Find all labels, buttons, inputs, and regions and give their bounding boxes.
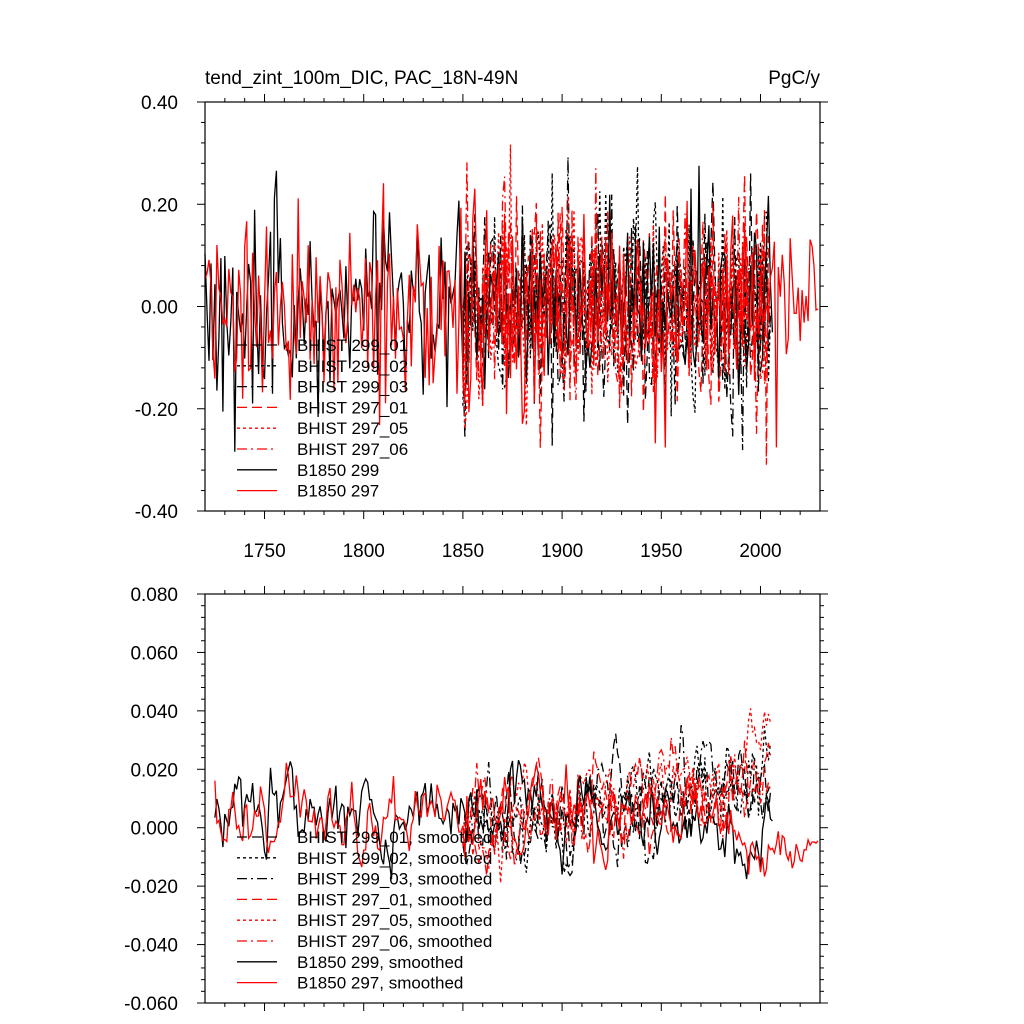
series-line-bhist-297-06-smoothed (462, 737, 772, 867)
series-line-b1850-297-smoothed (214, 762, 819, 877)
legend-label: BHIST 297_05 (297, 419, 408, 438)
bottom-chart-panel: -0.060 -0.040 -0.020 0.000 0.020 0.040 0.060 0.… (124, 585, 828, 1015)
y-tick-label: 0.060 (130, 643, 178, 664)
top-chart-units: PgC/y (768, 68, 820, 89)
legend-label: BHIST 297_06 (297, 440, 408, 459)
x-tick-label: 1950 (640, 541, 682, 562)
y-tick-label: 0.20 (141, 195, 178, 216)
legend-label: BHIST 297_06, smoothed (297, 932, 492, 951)
top-axes: 1750 1800 1850 1900 1950 2000 -0.40 -0.20 0.00 0.… (135, 93, 828, 562)
y-tick-label: 0.00 (141, 298, 178, 319)
y-tick-label: -0.020 (124, 877, 178, 898)
series-line-bhist-299-01-smoothed (462, 733, 772, 877)
x-tick-label: 1850 (442, 541, 484, 562)
y-tick-label: 0.000 (130, 819, 178, 840)
x-tick-label: 1800 (343, 541, 385, 562)
x-tick-label: 2000 (739, 541, 781, 562)
legend-label: BHIST 299_02 (297, 357, 408, 376)
legend-label: BHIST 299_01 (297, 336, 408, 355)
legend-label: B1850 299, smoothed (297, 953, 463, 972)
y-tick-label: 0.040 (130, 702, 178, 723)
top-chart-panel: tend_zint_100m_DIC, PAC_18N-49N PgC/y 17… (135, 68, 828, 562)
legend-label: B1850 297, smoothed (297, 974, 463, 993)
x-tick-label: 1750 (243, 541, 285, 562)
x-tick-label: 1900 (541, 541, 583, 562)
top-chart-title: tend_zint_100m_DIC, PAC_18N-49N (205, 68, 518, 89)
series-line-bhist-299-03-smoothed (462, 724, 772, 868)
legend-label: BHIST 297_01, smoothed (297, 890, 492, 909)
legend-label: B1850 297 (297, 482, 379, 501)
legend-label: BHIST 299_03, smoothed (297, 870, 492, 889)
y-tick-label: -0.40 (135, 502, 178, 523)
legend-label: B1850 299 (297, 461, 379, 480)
y-tick-label: -0.20 (135, 400, 178, 421)
legend-label: BHIST 297_05, smoothed (297, 911, 492, 930)
legend-label: BHIST 297_01 (297, 398, 408, 417)
bottom-plot-frame (204, 593, 821, 1004)
bottom-legend: BHIST 299_01, smoothed BHIST 299_02, smoo… (237, 828, 492, 993)
legend-label: BHIST 299_03 (297, 378, 408, 397)
series-line-b1850-297 (204, 183, 819, 448)
legend-label: BHIST 299_02, smoothed (297, 849, 492, 868)
y-tick-label: 0.080 (130, 585, 178, 606)
y-tick-label: -0.060 (124, 994, 178, 1015)
bottom-series-layer (214, 708, 819, 884)
y-tick-label: -0.040 (124, 936, 178, 957)
y-tick-label: 0.020 (130, 760, 178, 781)
top-series-layer (204, 144, 819, 465)
legend-label: BHIST 299_01, smoothed (297, 828, 492, 847)
y-tick-label: 0.40 (141, 93, 178, 114)
bottom-axes: -0.060 -0.040 -0.020 0.000 0.020 0.040 0.060 0.… (124, 585, 828, 1015)
